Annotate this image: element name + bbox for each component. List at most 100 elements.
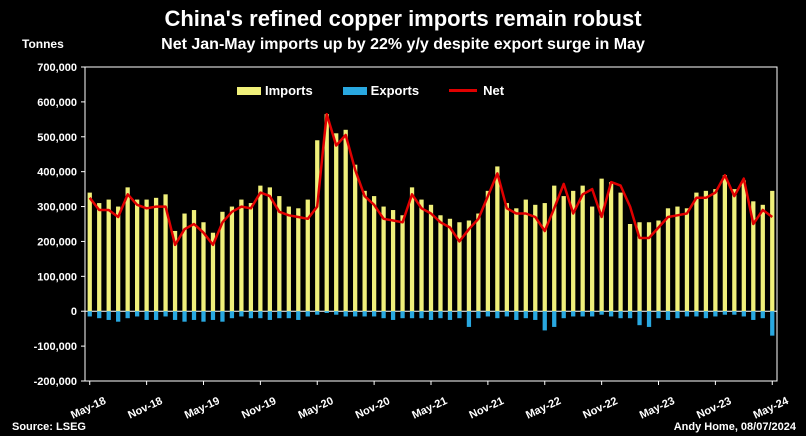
x-tick-label: Nov-18	[126, 395, 164, 421]
imports-bar	[362, 190, 367, 312]
imports-bar	[220, 211, 225, 312]
imports-bar	[153, 197, 159, 312]
exports-bar	[296, 311, 301, 320]
imports-bar	[191, 210, 197, 312]
x-tick-label: May-19	[183, 395, 222, 422]
imports-bar	[106, 199, 111, 312]
exports-bar	[571, 311, 576, 317]
exports-bar	[267, 311, 272, 320]
y-tick-label: 200,000	[37, 236, 77, 248]
exports-bar	[485, 311, 491, 317]
source-note: Source: LSEG	[12, 421, 86, 433]
imports-bar	[135, 199, 140, 312]
legend-item-exports: Exports	[342, 83, 420, 98]
x-tick-label: May-21	[410, 395, 449, 422]
imports-bar	[523, 199, 528, 312]
exports-bar	[277, 311, 282, 319]
legend: Imports Exports Net	[237, 83, 534, 98]
exports-bar	[770, 311, 775, 336]
imports-bar	[694, 192, 699, 312]
imports-bar	[286, 206, 291, 312]
imports-bar	[561, 196, 566, 312]
exports-bar	[665, 311, 671, 320]
exports-bar	[675, 311, 680, 319]
imports-bar	[533, 204, 538, 312]
legend-item-net: Net	[449, 83, 504, 98]
exports-bar	[694, 311, 699, 317]
imports-bar	[457, 222, 462, 312]
imports-bar	[172, 230, 178, 312]
legend-item-imports: Imports	[237, 83, 313, 98]
exports-bar	[144, 311, 149, 320]
x-tick-label: Nov-21	[467, 395, 505, 421]
exports-bar	[495, 311, 500, 319]
imports-bar	[438, 215, 443, 312]
imports-bar	[722, 175, 727, 312]
exports-bar	[125, 311, 130, 319]
legend-swatch-exports	[342, 86, 367, 95]
x-tick-label: May-18	[69, 395, 108, 422]
exports-bar	[258, 311, 263, 319]
imports-bar	[514, 208, 519, 312]
exports-bar	[172, 311, 178, 320]
exports-bar	[533, 311, 538, 320]
exports-bar	[703, 311, 709, 319]
exports-bar	[153, 311, 159, 320]
author-credit: Andy Home, 08/07/2024	[673, 421, 796, 433]
imports-bar	[371, 196, 377, 312]
y-tick-label: 500,000	[37, 132, 77, 144]
imports-bar	[239, 199, 244, 312]
exports-bar	[220, 311, 225, 322]
imports-bar	[741, 180, 746, 312]
imports-bar	[684, 208, 690, 312]
exports-bar	[741, 311, 746, 317]
imports-bar	[201, 222, 206, 312]
imports-bar	[353, 164, 358, 312]
imports-bar	[495, 166, 500, 312]
imports-bar	[713, 189, 718, 312]
imports-bar	[258, 185, 263, 312]
exports-bar	[334, 311, 339, 315]
exports-bar	[201, 311, 206, 322]
exports-bar	[637, 311, 642, 326]
imports-bar	[409, 187, 415, 312]
imports-bar	[125, 187, 130, 312]
exports-bar	[409, 311, 415, 319]
exports-bar	[684, 311, 690, 317]
exports-bar	[419, 311, 424, 319]
exports-bar	[599, 311, 604, 315]
exports-bar	[191, 311, 197, 320]
imports-bar	[163, 194, 168, 312]
y-tick-label: 700,000	[37, 62, 77, 74]
imports-bar	[608, 182, 614, 312]
exports-bar	[353, 311, 358, 317]
y-tick-label: 300,000	[37, 202, 77, 214]
imports-bar	[87, 192, 92, 312]
legend-label-exports: Exports	[370, 83, 420, 98]
exports-bars	[87, 311, 775, 336]
imports-bar	[542, 203, 547, 312]
imports-bar	[248, 203, 254, 312]
imports-bar	[400, 215, 405, 312]
imports-bar	[305, 199, 310, 312]
imports-bar	[703, 190, 709, 312]
imports-bar	[428, 204, 434, 312]
exports-bar	[466, 311, 472, 327]
imports-bar	[315, 140, 320, 312]
y-tick-label: 600,000	[37, 97, 77, 109]
y-tick-label: 0	[71, 306, 77, 318]
exports-bar	[627, 311, 633, 319]
imports-bar	[485, 190, 491, 312]
y-axis-ticks: -200,000 -100,000 0 100,000 200,000 300,000 40…	[34, 62, 85, 388]
x-tick-label: May-20	[297, 395, 336, 422]
x-axis-ticks: May-18 Nov-18 May-19 Nov-19 May-20 Nov-20 May-…	[69, 381, 791, 422]
exports-bar	[561, 311, 566, 319]
imports-bar	[144, 199, 149, 312]
imports-bar	[334, 133, 339, 312]
exports-bar	[751, 311, 756, 320]
imports-bar	[571, 190, 576, 312]
exports-bar	[656, 311, 661, 319]
y-tick-label: -100,000	[34, 341, 77, 353]
imports-bar	[599, 178, 604, 312]
legend-label-net: Net	[483, 83, 505, 98]
